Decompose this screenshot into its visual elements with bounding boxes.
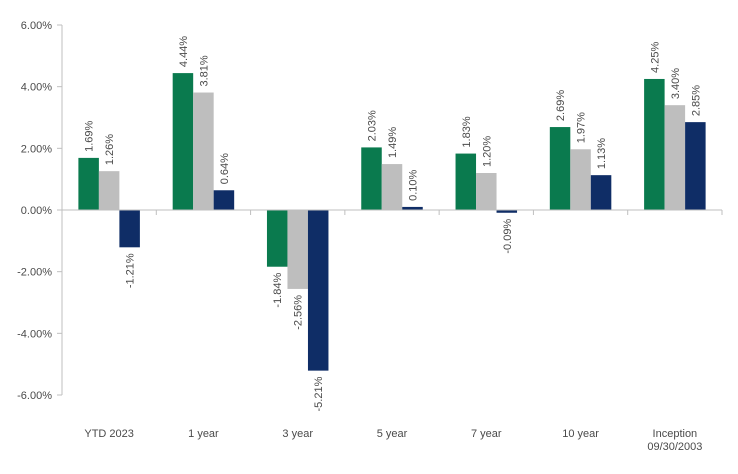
x-axis xyxy=(61,209,723,215)
bar xyxy=(307,210,329,371)
bar xyxy=(119,210,140,248)
bar xyxy=(570,149,591,210)
bar xyxy=(266,210,288,267)
category-label: 5 year xyxy=(377,428,408,440)
category-label: 1 year xyxy=(188,428,219,440)
y-tick-label: 4.00% xyxy=(21,82,52,94)
bar xyxy=(172,73,194,210)
bars xyxy=(78,73,706,371)
bar xyxy=(381,164,403,210)
data-label: 3.40% xyxy=(670,68,682,99)
data-label: 1.26% xyxy=(104,134,116,165)
data-label: 2.03% xyxy=(367,110,379,141)
bar xyxy=(193,92,214,210)
data-label: 0.64% xyxy=(219,153,231,184)
data-label: 1.97% xyxy=(576,112,588,143)
bar xyxy=(644,78,665,211)
category-label: 09/30/2003 xyxy=(647,441,702,453)
bar xyxy=(361,147,382,210)
data-label: -0.09% xyxy=(502,219,514,254)
bar xyxy=(213,190,235,210)
data-label: -1.84% xyxy=(272,273,284,308)
data-label: -5.21% xyxy=(313,376,325,411)
category-label: 7 year xyxy=(471,428,502,440)
y-tick-label: 6.00% xyxy=(21,20,52,32)
bar xyxy=(685,122,706,211)
bar xyxy=(476,173,497,210)
data-label: 1.20% xyxy=(481,136,493,167)
bar xyxy=(590,175,612,210)
category-label: 10 year xyxy=(562,428,599,440)
bar xyxy=(496,210,518,213)
bar xyxy=(455,153,477,210)
data-labels: 1.69% 1.26% -1.21% 4.44% 3.81% 0.64% -1.84% -2.… xyxy=(84,36,703,412)
data-label: 2.69% xyxy=(555,90,567,121)
data-label: 3.81% xyxy=(198,55,210,86)
bar xyxy=(664,105,686,210)
data-label: 1.49% xyxy=(387,127,399,158)
data-label: 1.69% xyxy=(84,120,96,151)
category-labels: YTD 2023 1 year 3 year 5 year 7 year 10 year I… xyxy=(84,428,702,453)
y-tick-label: 0.00% xyxy=(21,205,52,217)
y-axis: 6.00% 4.00% 2.00% 0.00% -2.00% -4.00% -6.00% xyxy=(17,20,63,402)
category-label: 3 year xyxy=(282,428,313,440)
y-tick-label: -4.00% xyxy=(17,328,52,340)
y-tick-label: -6.00% xyxy=(17,390,52,402)
data-label: -1.21% xyxy=(125,253,137,288)
bar xyxy=(98,171,120,210)
bar xyxy=(78,157,99,210)
data-label: 4.25% xyxy=(649,42,661,73)
data-label: 1.13% xyxy=(596,138,608,169)
data-label: 4.44% xyxy=(178,36,190,67)
bar xyxy=(549,127,571,210)
bar xyxy=(402,206,423,210)
category-label: Inception xyxy=(653,428,698,440)
data-label: 1.83% xyxy=(461,116,473,147)
y-tick-label: 2.00% xyxy=(21,143,52,155)
data-label: -2.56% xyxy=(293,295,305,330)
data-label: 0.10% xyxy=(408,170,420,201)
bar xyxy=(287,210,308,289)
category-label: YTD 2023 xyxy=(84,428,134,440)
y-tick-label: -2.00% xyxy=(17,267,52,279)
data-label: 2.85% xyxy=(690,85,702,116)
